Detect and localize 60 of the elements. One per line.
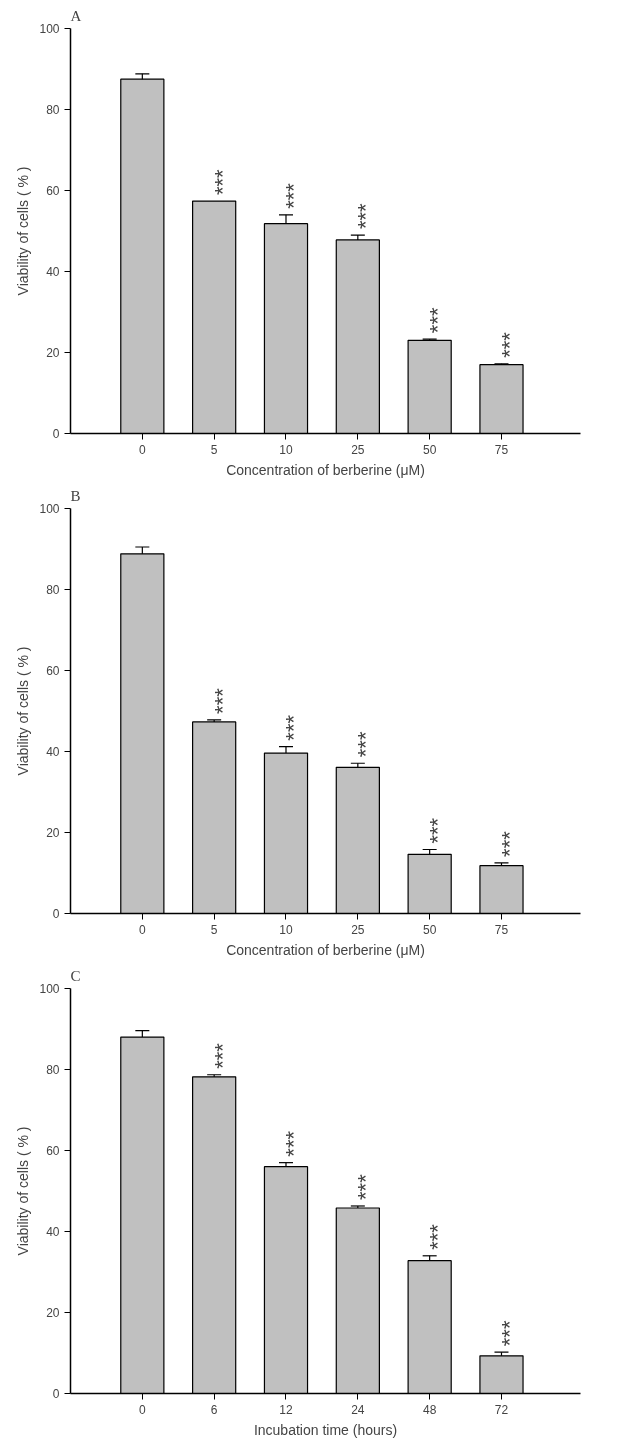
y-tick-label: 100 (39, 982, 60, 996)
x-tick-label: 72 (494, 1402, 509, 1417)
y-tick-label: 0 (52, 907, 60, 921)
x-tick-label: 25 (351, 442, 365, 457)
y-axis-title: Viability of cells ( % ) (15, 646, 32, 776)
annotation: *** (281, 714, 307, 741)
annotation: *** (425, 817, 451, 844)
x-tick-label: 5 (210, 442, 218, 457)
y-tick-label: 60 (46, 1144, 60, 1158)
annotation: *** (353, 202, 379, 230)
x-tick-label: 10 (279, 922, 293, 937)
x-tick-label: 25 (351, 922, 365, 937)
annotation: *** (496, 331, 522, 358)
y-tick-label: 20 (46, 1306, 60, 1320)
annotation: *** (353, 1173, 379, 1200)
x-tick-label: 5 (210, 922, 218, 937)
annotation: *** (353, 731, 379, 758)
annotation: *** (425, 307, 451, 334)
chart-title: A (70, 7, 82, 24)
y-tick-label: 60 (46, 664, 60, 678)
y-tick-label: 100 (39, 502, 60, 516)
y-tick-label: 40 (46, 1225, 60, 1239)
x-tick-label: 50 (422, 922, 437, 937)
y-tick-label: 80 (46, 583, 60, 597)
annotation: *** (496, 1320, 522, 1347)
y-axis-title: Viability of cells ( % ) (15, 1126, 32, 1256)
annotation: *** (209, 687, 235, 714)
chart-title: B (70, 487, 81, 504)
x-tick-label: 12 (279, 1402, 293, 1417)
x-tick-label: 24 (351, 1402, 365, 1417)
x-tick-label: 50 (422, 442, 437, 457)
x-axis-title: Concentration of berberine (μM) (226, 461, 425, 478)
chart-title: C (70, 967, 81, 984)
x-tick-label: 10 (279, 442, 293, 457)
y-tick-label: 80 (46, 103, 60, 117)
annotation: *** (209, 1042, 235, 1069)
x-tick-label: 0 (138, 442, 146, 457)
x-tick-label: 75 (494, 442, 509, 457)
x-tick-label: 48 (422, 1402, 437, 1417)
y-tick-label: 0 (52, 427, 60, 441)
y-tick-label: 20 (46, 346, 60, 360)
annotation: *** (496, 830, 522, 857)
y-tick-label: 80 (46, 1063, 60, 1077)
x-axis-title: Incubation time (hours) (253, 1421, 398, 1438)
x-tick-label: 0 (138, 1402, 146, 1417)
annotation: *** (281, 1130, 307, 1157)
y-tick-label: 20 (46, 826, 60, 840)
y-tick-label: 40 (46, 745, 60, 759)
x-tick-label: 6 (210, 1402, 218, 1417)
x-tick-label: 75 (494, 922, 509, 937)
x-axis-title: Concentration of berberine (μM) (226, 941, 425, 958)
y-tick-label: 60 (46, 184, 60, 198)
y-tick-label: 40 (46, 265, 60, 279)
y-axis-title: Viability of cells ( % ) (15, 166, 32, 296)
annotation: *** (209, 168, 235, 196)
y-tick-label: 0 (52, 1387, 60, 1401)
annotation: *** (281, 182, 307, 209)
x-tick-label: 0 (138, 922, 146, 937)
annotation: *** (425, 1223, 451, 1250)
y-tick-label: 100 (39, 22, 60, 36)
